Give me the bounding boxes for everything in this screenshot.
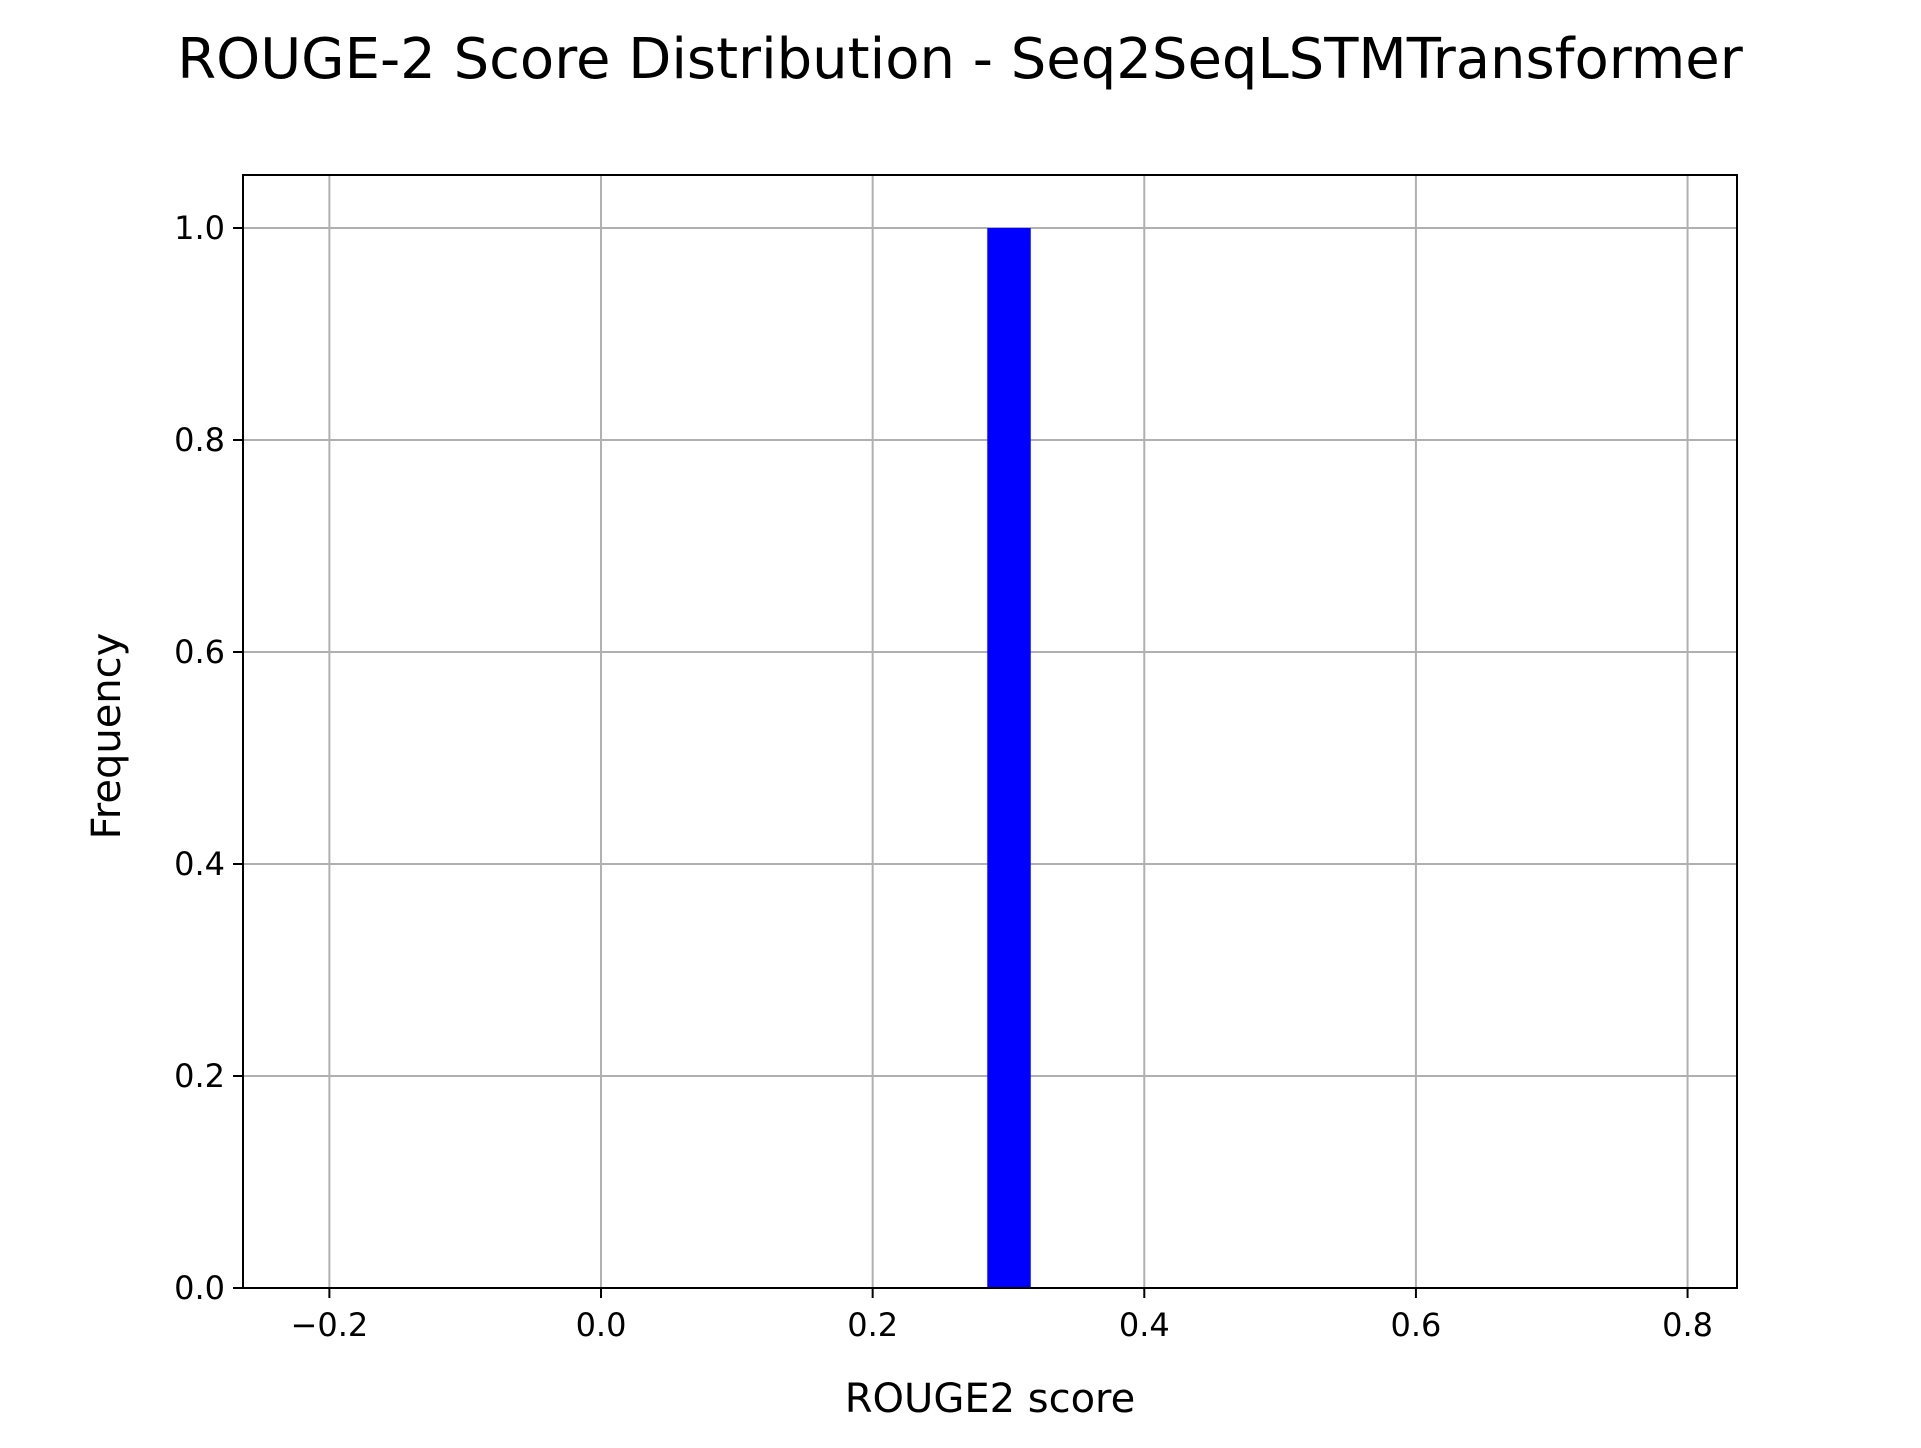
x-tick-label: 0.4	[1119, 1306, 1170, 1344]
x-tick-label: 0.6	[1390, 1306, 1441, 1344]
x-axis-label: ROUGE2 score	[845, 1376, 1135, 1422]
y-axis-label: Frequency	[84, 633, 130, 840]
y-tick-label: 0.0	[174, 1269, 225, 1307]
x-tick-label: −0.2	[291, 1306, 369, 1344]
y-tick-label: 0.6	[174, 633, 225, 671]
y-tick-label: 0.8	[174, 421, 225, 459]
chart-title: ROUGE-2 Score Distribution - Seq2SeqLSTM…	[177, 27, 1744, 92]
x-tick-label: 0.2	[847, 1306, 898, 1344]
histogram-bar	[987, 228, 1031, 1288]
x-tick-label: 0.0	[576, 1306, 627, 1344]
x-tick-label: 0.8	[1662, 1306, 1713, 1344]
y-tick-label: 0.4	[174, 845, 225, 883]
y-tick-label: 1.0	[174, 209, 225, 247]
histogram-bars	[987, 228, 1031, 1288]
plot-area-frame	[242, 174, 1738, 1289]
axis-ticks: −0.2 0.0 0.2 0.4 0.6 0.8 0.0 0.2 0.4 0.6 0.8 1.0	[174, 209, 1713, 1344]
y-tick-label: 0.2	[174, 1057, 225, 1095]
